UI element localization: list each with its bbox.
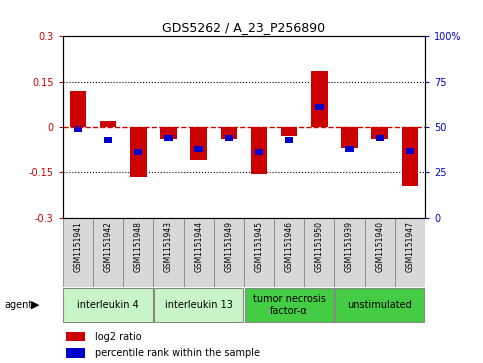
Text: percentile rank within the sample: percentile rank within the sample (96, 348, 260, 358)
Bar (190, 127, 207, 160)
Bar (70, 91, 86, 127)
Bar (184, 218, 213, 287)
Bar (341, 127, 358, 148)
Bar (73, 126, 82, 132)
Bar (160, 127, 177, 139)
Text: GSM1151948: GSM1151948 (134, 221, 143, 272)
Bar (63, 288, 153, 322)
Bar (285, 137, 293, 143)
Bar (274, 218, 304, 287)
Title: GDS5262 / A_23_P256890: GDS5262 / A_23_P256890 (162, 21, 326, 34)
Text: GSM1151941: GSM1151941 (73, 221, 83, 272)
Bar (194, 146, 203, 152)
Text: GSM1151943: GSM1151943 (164, 221, 173, 272)
Text: interleukin 4: interleukin 4 (77, 300, 139, 310)
Bar (365, 218, 395, 287)
Bar (251, 127, 267, 174)
Bar (244, 218, 274, 287)
Text: log2 ratio: log2 ratio (96, 332, 142, 342)
Bar (281, 127, 298, 136)
Text: GSM1151940: GSM1151940 (375, 221, 384, 272)
Bar (164, 135, 173, 141)
Bar (376, 135, 384, 141)
Bar (154, 218, 184, 287)
Bar (345, 146, 354, 152)
Bar (67, 348, 85, 358)
Bar (244, 288, 334, 322)
Bar (335, 288, 425, 322)
Text: GSM1151939: GSM1151939 (345, 221, 354, 272)
Bar (130, 127, 146, 177)
Bar (406, 148, 414, 154)
Bar (63, 218, 93, 287)
Bar (67, 332, 85, 341)
Bar (311, 71, 327, 127)
Text: GSM1151947: GSM1151947 (405, 221, 414, 272)
Bar (213, 218, 244, 287)
Bar (134, 150, 142, 155)
Text: agent: agent (5, 300, 33, 310)
Text: GSM1151945: GSM1151945 (255, 221, 264, 272)
Text: tumor necrosis
factor-α: tumor necrosis factor-α (253, 294, 326, 316)
Bar (104, 137, 112, 143)
Bar (93, 218, 123, 287)
Text: ▶: ▶ (31, 300, 40, 310)
Bar (221, 127, 237, 139)
Text: GSM1151950: GSM1151950 (315, 221, 324, 272)
Bar (334, 218, 365, 287)
Bar (371, 127, 388, 139)
Text: unstimulated: unstimulated (347, 300, 412, 310)
Text: GSM1151949: GSM1151949 (224, 221, 233, 272)
Text: GSM1151942: GSM1151942 (103, 221, 113, 272)
Bar (123, 218, 154, 287)
Text: interleukin 13: interleukin 13 (165, 300, 233, 310)
Bar (225, 135, 233, 141)
Bar (255, 150, 263, 155)
Bar (315, 104, 324, 110)
Bar (154, 288, 243, 322)
Text: GSM1151944: GSM1151944 (194, 221, 203, 272)
Bar (304, 218, 334, 287)
Bar (402, 127, 418, 186)
Text: GSM1151946: GSM1151946 (284, 221, 294, 272)
Bar (395, 218, 425, 287)
Bar (100, 121, 116, 127)
